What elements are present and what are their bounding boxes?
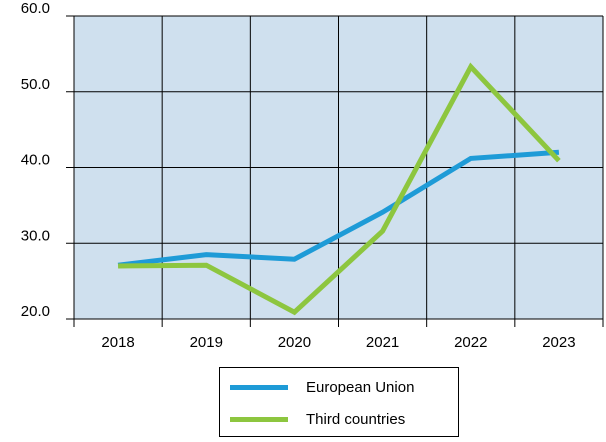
legend-label-european-union: European Union [306, 378, 415, 396]
axes [66, 15, 604, 327]
legend-swatch-third-countries [230, 416, 288, 422]
legend: European Union Third countries [219, 367, 459, 437]
x-tick-label: 2020 [278, 334, 311, 351]
y-tick-labels: 20.0 30.0 40.0 50.0 60.0 [21, 0, 50, 320]
x-tick-label: 2021 [366, 334, 399, 351]
x-tick-label: 2019 [190, 334, 223, 351]
legend-item-european-union: European Union [230, 377, 414, 397]
x-tick-label: 2023 [542, 334, 575, 351]
x-tick-labels: 2018 2019 2020 2021 2022 2023 [101, 334, 575, 351]
x-tick-label: 2018 [101, 334, 134, 351]
x-tick-label: 2022 [454, 334, 487, 351]
series-lines [117, 62, 561, 316]
y-tick-label: 30.0 [21, 227, 50, 244]
series-line-third-countries [118, 62, 561, 316]
legend-item-third-countries: Third countries [230, 409, 405, 429]
y-tick-label: 50.0 [21, 76, 50, 93]
y-tick-label: 40.0 [21, 152, 50, 169]
y-tick-label: 20.0 [21, 303, 50, 320]
legend-swatch-european-union [230, 384, 288, 390]
legend-label-third-countries: Third countries [306, 410, 406, 428]
series-line-european-union [117, 149, 560, 268]
y-tick-label: 60.0 [21, 0, 50, 17]
